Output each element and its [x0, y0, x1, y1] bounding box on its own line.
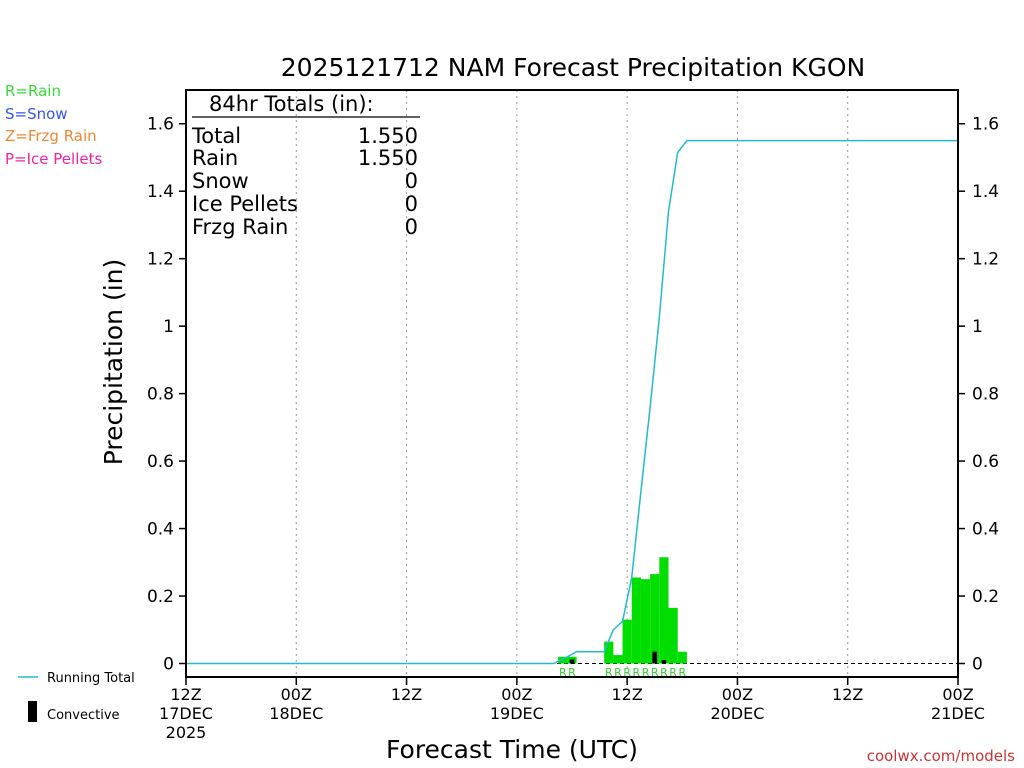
precip-letter-4: R: [623, 666, 631, 679]
y-tick-label-right-7: 1.4: [972, 182, 999, 202]
y-tick-label-left-6: 1.2: [147, 250, 174, 270]
x-tick-label-7-0: 00Z: [942, 685, 973, 704]
y-tick-label-left-2: 0.4: [147, 520, 174, 540]
x-tick-label-2-0: 12Z: [391, 685, 422, 704]
totals-ice-pellets-value: 0: [405, 192, 418, 216]
precip-bars: [558, 557, 687, 664]
x-tick-label-0-0: 12Z: [170, 685, 201, 704]
y-tick-label-right-2: 0.4: [972, 520, 999, 540]
precip-bar-6: [640, 579, 651, 664]
totals-frzg-rain-value: 0: [405, 215, 418, 239]
totals-snow-value: 0: [405, 169, 418, 193]
convective-legend-swatch: [28, 701, 37, 722]
y-axis-title: Precipitation (in): [99, 259, 128, 466]
precip-letter-1: R: [568, 666, 576, 679]
precip-letter-9: R: [669, 666, 677, 679]
totals-ice-pellets-label: Ice Pellets: [192, 192, 298, 216]
x-tick-label-0-1: 17DEC: [159, 704, 213, 723]
precip-letter-0: R: [559, 666, 567, 679]
legend-frzg-rain: Z=Frzg Rain: [5, 127, 97, 145]
running-total-line: [186, 139, 958, 665]
precip-bar-2: [604, 641, 614, 664]
precip-letter-2: R: [605, 666, 613, 679]
totals-rain-label: Rain: [192, 146, 238, 170]
precip-bar-0: [558, 656, 568, 664]
totals-total-value: 1.550: [358, 124, 418, 148]
precip-bar-7: [650, 574, 660, 664]
totals-frzg-rain-label: Frzg Rain: [192, 215, 288, 239]
y-tick-label-left-0: 0: [163, 655, 174, 675]
y-tick-label-left-4: 0.8: [147, 385, 174, 405]
vertical-gridlines: [295, 90, 849, 677]
x-tick-label-7-1: 21DEC: [931, 704, 985, 723]
x-tick-label-1-1: 18DEC: [269, 704, 323, 723]
precip-bar-3: [613, 655, 623, 664]
legend-snow: S=Snow: [5, 105, 68, 123]
totals-rain-value: 1.550: [358, 146, 418, 170]
convective-legend-label: Convective: [47, 708, 120, 723]
x-tick-label-3-0: 00Z: [501, 685, 532, 704]
x-tick-label-0-2: 2025: [166, 723, 207, 742]
totals-total-label: Total: [191, 124, 241, 148]
y-tick-label-right-6: 1.2: [972, 250, 999, 270]
y-tick-label-left-5: 1: [163, 317, 174, 337]
y-tick-label-left-3: 0.6: [147, 452, 174, 472]
plot-frame: [185, 89, 959, 678]
y-tick-label-right-3: 0.6: [972, 452, 999, 472]
precip-bar-4: [622, 619, 632, 664]
legend-ice-pellets: P=Ice Pellets: [5, 150, 102, 168]
precip-letter-8: R: [660, 666, 668, 679]
convective-bar-0: [569, 659, 575, 664]
x-tick-label-4-0: 12Z: [611, 685, 642, 704]
y-tick-label-left-1: 0.2: [147, 587, 174, 607]
x-axis-title: Forecast Time (UTC): [386, 735, 638, 764]
precip-bar-10: [677, 651, 687, 664]
precip-letter-7: R: [651, 666, 659, 679]
convective-bar-2: [661, 660, 667, 664]
precip-letter-5: R: [633, 666, 641, 679]
convective-bar-1: [652, 651, 658, 664]
chart-title: 2025121712 NAM Forecast Precipitation KG…: [281, 53, 865, 82]
totals-box: 84hr Totals (in): Total 1.550 Rain 1.550…: [191, 92, 420, 239]
x-tick-label-6-0: 12Z: [832, 685, 863, 704]
y-tick-label-right-1: 0.2: [972, 587, 999, 607]
precip-letter-6: R: [642, 666, 650, 679]
y-tick-label-right-0: 0: [972, 655, 983, 675]
y-tick-label-left-8: 1.6: [147, 115, 174, 135]
legend-rain: R=Rain: [5, 82, 61, 100]
credit-text: coolwx.com/models: [867, 747, 1015, 765]
y-tick-label-right-5: 1: [972, 317, 983, 337]
running-total-legend-label: Running Total: [47, 671, 135, 686]
y-axis-ticks: 0 00.2 0.20.4 0.40.6 0.60.8 0.81 11.2 1.21.4 1.4…: [147, 115, 999, 675]
x-tick-label-5-1: 20DEC: [710, 704, 764, 723]
y-tick-label-left-7: 1.4: [147, 182, 174, 202]
precip-bar-8: [659, 557, 669, 664]
precip-bar-5: [631, 577, 641, 664]
precip-letter-3: R: [614, 666, 622, 679]
totals-snow-label: Snow: [192, 169, 249, 193]
precip-bar-9: [668, 607, 678, 664]
x-tick-label-1-0: 00Z: [281, 685, 312, 704]
x-tick-label-5-0: 00Z: [722, 685, 753, 704]
y-tick-label-right-4: 0.8: [972, 385, 999, 405]
precip-letter-10: R: [678, 666, 686, 679]
totals-header: 84hr Totals (in):: [209, 92, 374, 116]
x-tick-label-3-1: 19DEC: [490, 704, 544, 723]
y-tick-label-right-8: 1.6: [972, 115, 999, 135]
convective-bars: [569, 651, 667, 664]
